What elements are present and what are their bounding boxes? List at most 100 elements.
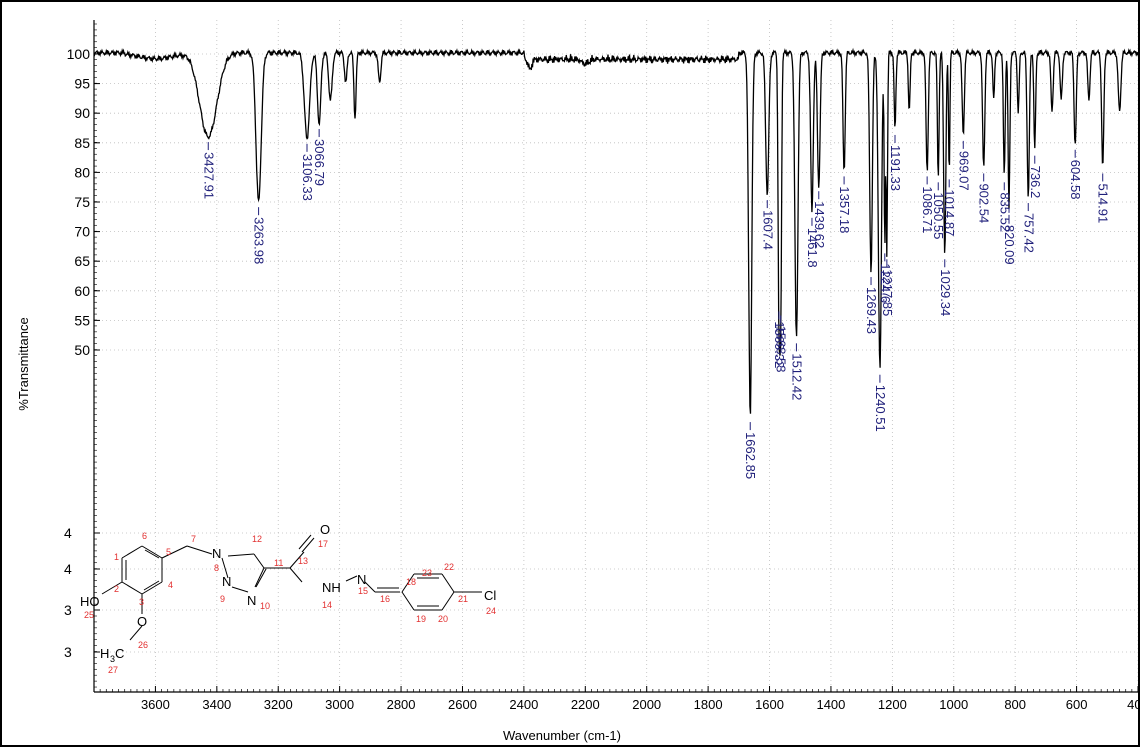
grid [94,20,1139,692]
peak-label: 1512.42 [789,353,804,400]
bond [121,545,143,559]
bond [141,581,163,595]
bond [144,549,160,559]
atom-number: 2 [114,584,119,594]
peak-label: 3263.98 [252,217,267,264]
atom-number: 1 [114,552,119,562]
peak-label: 1217.85 [880,269,895,316]
atom-number: 22 [444,562,454,572]
x-tick-label: 3200 [264,697,293,712]
peak-label: 902.54 [977,183,992,223]
y-tick-label: 3 [64,602,72,618]
peak-label: 3427.91 [201,152,216,199]
peak-label: 3066.79 [312,139,327,186]
atom-number: 12 [252,534,262,544]
atom-number: 4 [168,580,173,590]
atom-label-H3C27: H [100,646,109,661]
atom-number: 24 [486,606,496,616]
y-tick-label: 50 [74,342,90,358]
peak-label: 757.42 [1021,213,1036,253]
peak-label: 820.09 [1002,225,1017,265]
atom-number: 8 [214,563,219,573]
atom-label-O17: O [320,522,330,537]
x-tick-label: 3000 [325,697,354,712]
atom-number: 19 [416,614,426,624]
spectrum [93,47,1139,414]
atom-number: 3 [139,597,144,607]
y-tick-label: 75 [74,194,90,210]
peak-label: 736.2 [1028,166,1043,199]
x-tick-label: 2800 [387,697,416,712]
bond [221,557,229,579]
atom-number: 17 [318,539,328,549]
x-tick-label: 2200 [571,697,600,712]
bond [186,545,213,555]
bond [364,581,376,593]
bond [143,580,160,591]
bond [289,567,303,583]
peak-label: 1224.6 [878,263,893,303]
y-tick-label: 85 [74,135,90,151]
peak-label: 3106.33 [300,154,315,201]
y-tick-label: 4 [64,525,72,541]
atom-number: 21 [458,594,468,604]
atom-number: 20 [438,614,448,624]
y-tick-label: 100 [67,46,91,62]
atom-label-Cl24: Cl [484,588,496,603]
peak-label: 1439.62 [812,201,827,248]
atom-label-N9: N [222,574,231,589]
bond [301,537,315,553]
x-tick-label: 3600 [141,697,170,712]
atom-label-N15: N [357,572,366,587]
atom-label-N10: N [247,593,256,608]
bond [231,586,249,593]
peak-label: 604.58 [1068,160,1083,200]
x-tick-label: 3400 [202,697,231,712]
atom-label-N8: N [212,546,221,561]
bond [227,553,255,557]
atom-number: 18 [406,577,416,587]
atom-number: 10 [260,601,270,611]
x-tick-label: 600 [1066,697,1088,712]
bond [441,591,455,611]
atom-number: 23 [422,568,432,578]
y-tick-label: 90 [74,105,90,121]
peak-label: 1086.71 [920,186,935,233]
atom-number: 6 [142,531,147,541]
x-tick-label: 1600 [755,697,784,712]
peak-label: 1461.8 [805,228,820,268]
atom-number: 13 [298,556,308,566]
axes: 3600 3400 3200 3000 2800 2600 2400 2200 2000 1800… [64,20,1140,712]
peak-label: 1240.51 [873,385,888,432]
atom-label-HO25: HO [80,594,100,609]
y-tick-label: 80 [74,164,90,180]
y-tick-label: 95 [74,76,90,92]
atom-number: 15 [358,586,368,596]
bond [401,591,415,611]
bond [141,545,163,559]
x-tick-label: 2400 [509,697,538,712]
y-tick-label: 65 [74,253,90,269]
y-tick-label: 4 [64,561,72,577]
atom-number: 14 [322,600,332,610]
bond [441,573,455,593]
bond [101,581,123,595]
bond [161,545,188,559]
y-tick-label: 70 [74,224,90,240]
y-tick-label: 55 [74,312,90,328]
atom-number: 11 [274,558,283,568]
bond [401,573,415,593]
peak-label: 1269.43 [864,287,879,334]
atom-number: 25 [84,610,94,620]
bond [289,551,305,569]
atom-number: 9 [220,594,225,604]
x-tick-label: 2600 [448,697,477,712]
atom-label-H3C27-c: C [115,646,124,661]
atom-number: 5 [166,547,171,557]
y-tick-label: 3 [64,644,72,660]
x-tick-label: 1000 [939,697,968,712]
y-tick-label: 60 [74,283,90,299]
peak-label: 1014.87 [942,189,957,236]
